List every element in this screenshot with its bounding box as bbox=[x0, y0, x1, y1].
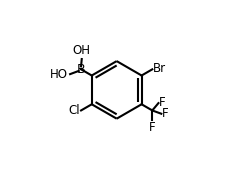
Text: F: F bbox=[159, 96, 166, 109]
Text: Cl: Cl bbox=[69, 104, 80, 117]
Text: F: F bbox=[149, 121, 156, 134]
Text: HO: HO bbox=[50, 68, 68, 81]
Text: OH: OH bbox=[73, 44, 91, 57]
Text: B: B bbox=[77, 63, 85, 76]
Text: Br: Br bbox=[153, 62, 166, 75]
Text: F: F bbox=[162, 107, 169, 120]
